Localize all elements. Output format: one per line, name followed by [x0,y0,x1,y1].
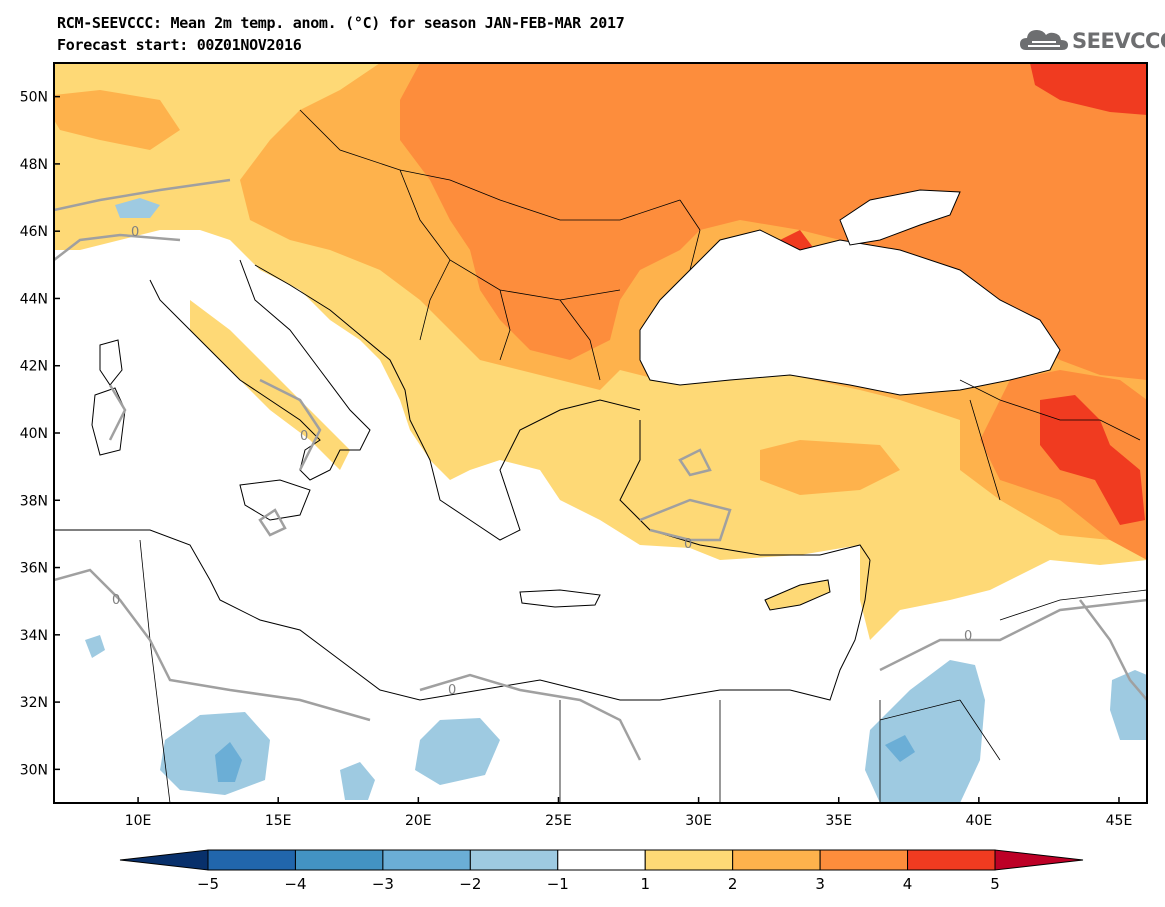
anomaly-band-minus-1-2 [160,712,270,795]
zero-contour [258,508,287,537]
forecast-start: Forecast start: 00Z01NOV2016 [57,36,302,54]
sardinia [91,387,126,456]
contour-label: 0 [300,429,308,444]
lat-tick-label: 42N [20,359,48,375]
colorbar-level-label: −2 [459,875,481,893]
contour-label: 0 [684,537,692,552]
lon-tick-label: 45E [1106,813,1133,829]
lat-tick-label: 38N [20,493,48,509]
colorbar-swatch [207,849,296,871]
zero-contour [54,568,1147,761]
lat-tick-label: 32N [20,695,48,711]
colorbar-level-label: 2 [728,875,738,893]
colorbar-swatch [382,849,471,871]
lat-tick-label: 44N [20,291,48,307]
lon-tick-label: 15E [265,813,292,829]
zero-contour [639,498,732,542]
anomaly-field [54,63,1147,803]
zero-contour [108,378,322,471]
colorbar-swatch [732,849,821,871]
colorbar-low-arrow [119,849,209,871]
cyprus-coast [764,579,831,611]
anomaly-band-minus-1-2 [865,660,985,803]
colorbar: −5 −4 −3 −2 −1 1 2 3 4 5 [119,849,1084,893]
colorbar-swatch [557,849,646,871]
colorbar-high-arrow [994,849,1084,871]
lat-tick-label: 40N [20,426,48,442]
anomaly-band-minus-1-2 [340,762,375,800]
anomaly-band-minus-2-3 [885,735,915,762]
colorbar-swatch [294,849,384,871]
zero-contour-labels: 0 0 0 0 0 0 [112,225,972,698]
lat-tick-label: 30N [20,762,48,778]
balkan-coast [254,264,641,541]
contour-label: 0 [964,629,972,644]
colorbar-swatch [907,849,996,871]
lon-tick-label: 30E [685,813,712,829]
lat-tick-label: 48N [20,157,48,173]
anomaly-band-minus-1-2 [1110,670,1147,740]
lon-tick-label: 35E [825,813,852,829]
logo-text: SEEVCCC [1072,29,1165,53]
latitude-axis: 30N 32N 34N 36N 38N 40N 42N 44N 46N 48N 50N [20,90,60,778]
colorbar-swatch [644,849,734,871]
contour-label: 0 [448,683,456,698]
anomaly-band-2-3 [54,90,180,150]
cloud-icon [1020,30,1068,50]
zero-contour [54,178,231,261]
levant-coast [789,559,871,701]
sicily [239,479,311,521]
lat-tick-label: 46N [20,224,48,240]
anomaly-band-minus-2-3 [215,742,242,782]
azov-sea [839,189,961,246]
anomaly-band-4-5 [1030,63,1147,115]
colorbar-level-label: −3 [372,875,394,893]
contour-label: 0 [112,593,120,608]
lat-tick-label: 36N [20,561,48,577]
colorbar-level-label: −1 [547,875,569,893]
lon-tick-label: 10E [125,813,152,829]
seevccc-logo: SEEVCCC [1018,24,1165,58]
anomaly-band-4-5 [1040,395,1145,525]
anomaly-band-minus-1-2 [115,198,160,218]
anomaly-band-2-3 [760,440,900,495]
africa-coast [54,529,790,701]
colorbar-swatch [469,849,559,871]
colorbar-level-label: 4 [903,875,913,893]
colorbar-level-label: 3 [815,875,825,893]
crete [519,589,601,608]
lat-tick-label: 34N [20,628,48,644]
black-sea [639,229,1061,396]
colorbar-level-label: −5 [197,875,219,893]
colorbar-level-label: 5 [990,875,1000,893]
colorbar-level-label: 1 [640,875,650,893]
colorbar-level-label: −4 [284,875,306,893]
zero-contour [678,448,712,477]
coastlines-borders [54,109,1147,803]
map-title: RCM-SEEVCCC: Mean 2m temp. anom. (°C) fo… [57,14,625,32]
colorbar-swatch [819,849,909,871]
borders [139,109,1147,803]
lon-tick-label: 20E [405,813,432,829]
anomaly-band-1-2 [765,580,830,610]
corsica [99,339,123,386]
zero-contour [1079,599,1147,701]
anomaly-band-minus-1-2 [85,635,105,658]
turkey-coast [619,420,871,561]
lon-tick-label: 25E [545,813,572,829]
contour-label: 0 [131,225,139,240]
lat-tick-label: 50N [20,90,48,106]
zero-contours [54,178,1147,761]
anomaly-band-minus-1-2 [415,718,500,785]
lon-tick-label: 40E [966,813,993,829]
longitude-axis: 10E 15E 20E 25E 30E 35E 40E 45E [125,797,1133,829]
anomaly-band-3-4 [400,63,1147,380]
